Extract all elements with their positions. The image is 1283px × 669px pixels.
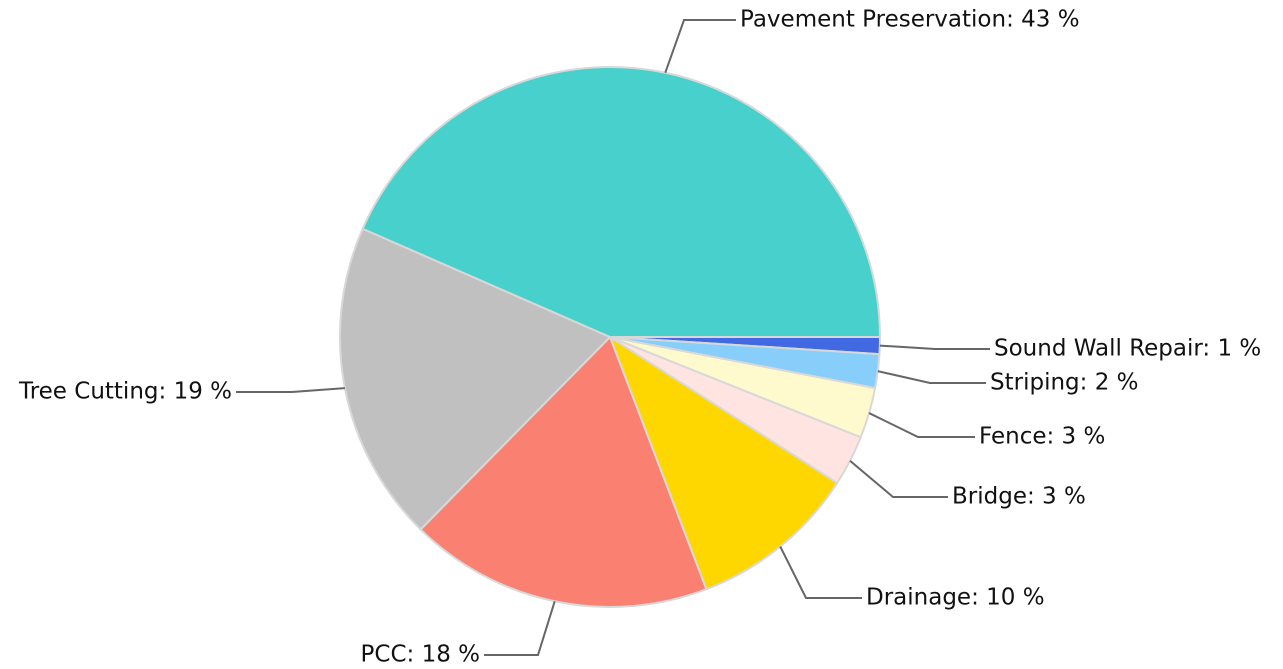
- leader-line: [484, 600, 556, 656]
- slice-label: Tree Cutting: 19 %: [18, 379, 232, 405]
- slice-label: Fence: 3 %: [979, 424, 1105, 450]
- slice-label: PCC: 18 %: [361, 642, 480, 668]
- slice-label: Striping: 2 %: [990, 370, 1139, 396]
- slice-label: Bridge: 3 %: [952, 484, 1086, 510]
- leader-line: [779, 546, 862, 599]
- leader-line: [849, 459, 948, 498]
- leader-line: [877, 370, 986, 384]
- pie-slice: [361, 66, 882, 338]
- leader-line: [236, 387, 345, 393]
- slice-label: Pavement Preservation: 43 %: [740, 7, 1080, 33]
- slice-label: Sound Wall Repair: 1 %: [994, 336, 1261, 362]
- leader-line: [664, 19, 736, 74]
- pie-slice: [419, 335, 708, 608]
- slice-label: Drainage: 10 %: [866, 585, 1045, 611]
- pie-slice: [339, 227, 612, 531]
- pie-slice: [607, 334, 839, 591]
- leader-line: [879, 344, 990, 350]
- leader-line: [868, 412, 975, 438]
